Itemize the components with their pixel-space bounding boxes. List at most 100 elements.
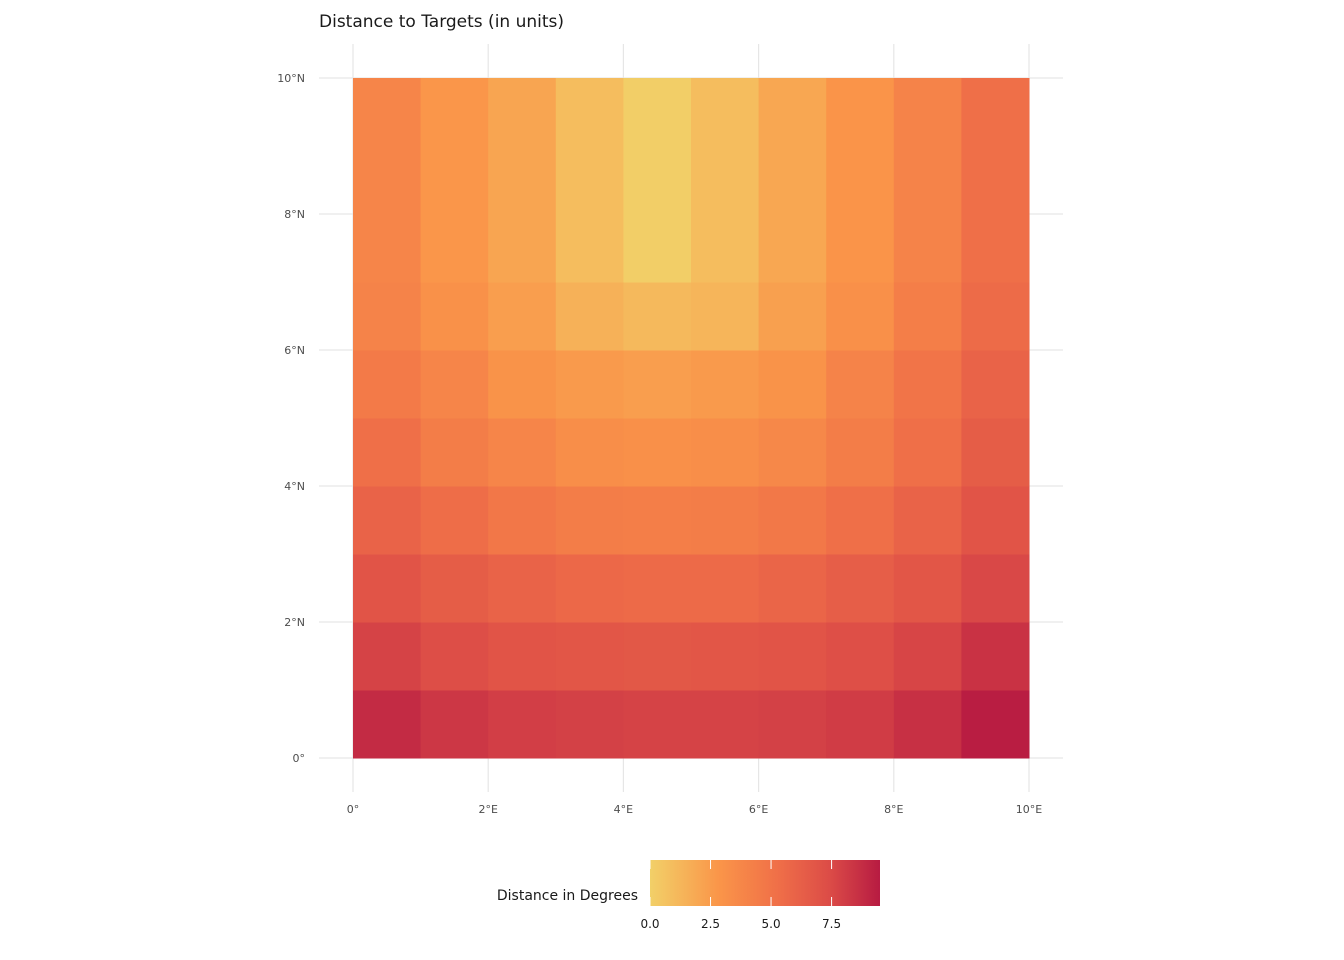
- heatmap-cell-r6-c3: [555, 282, 624, 351]
- heatmap-cell-r6-c1: [420, 282, 489, 351]
- heatmap-cell-r7-c8: [893, 78, 962, 283]
- x-tick-label-0: 0°: [347, 803, 360, 816]
- heatmap-cell-r0-c4: [623, 690, 692, 759]
- color-legend: Distance in Degrees 0.0 2.5 5.0 7.5: [497, 860, 880, 931]
- heatmap-cell-r5-c9: [961, 350, 1030, 419]
- heatmap-cell-r7-c0: [353, 78, 422, 283]
- y-tick-label-5: 10°N: [277, 72, 305, 85]
- heatmap-cell-r4-c9: [961, 418, 1030, 487]
- heatmap-cell-r6-c6: [758, 282, 827, 351]
- heatmap-cell-r1-c2: [488, 622, 557, 691]
- heatmap-cell-r5-c7: [826, 350, 895, 419]
- x-axis-ticks: 0° 2°E 4°E 6°E 8°E 10°E: [347, 803, 1043, 816]
- heatmap-cell-r6-c4: [623, 282, 692, 351]
- heatmap-cell-r7-c3: [555, 78, 624, 283]
- heatmap-cell-r3-c9: [961, 486, 1030, 555]
- heatmap-cell-r6-c2: [488, 282, 557, 351]
- heatmap-cell-r1-c6: [758, 622, 827, 691]
- heatmap-cell-r0-c9: [961, 690, 1030, 759]
- legend-tick-label-1: 2.5: [701, 917, 720, 931]
- heatmap-cell-r0-c6: [758, 690, 827, 759]
- x-tick-label-5: 10°E: [1016, 803, 1042, 816]
- heatmap-cell-r4-c0: [353, 418, 422, 487]
- heatmap-cell-r6-c9: [961, 282, 1030, 351]
- heatmap-cell-r2-c6: [758, 554, 827, 623]
- heatmap-cell-r5-c4: [623, 350, 692, 419]
- heatmap-cell-r1-c1: [420, 622, 489, 691]
- heatmap-cell-r7-c4: [623, 78, 692, 283]
- heatmap-cell-r2-c9: [961, 554, 1030, 623]
- heatmap-cell-r6-c5: [691, 282, 760, 351]
- heatmap-cell-r5-c6: [758, 350, 827, 419]
- y-tick-label-0: 0°: [293, 752, 306, 765]
- heatmap-cell-r0-c2: [488, 690, 557, 759]
- heatmap-cell-r7-c7: [826, 78, 895, 283]
- legend-ticks: 0.0 2.5 5.0 7.5: [640, 860, 841, 931]
- heatmap-cell-r1-c3: [555, 622, 624, 691]
- heatmap-cell-r7-c9: [961, 78, 1030, 283]
- heatmap-cell-r7-c6: [758, 78, 827, 283]
- legend-title: Distance in Degrees: [497, 888, 638, 904]
- heatmap-cell-r0-c7: [826, 690, 895, 759]
- chart-title: Distance to Targets (in units): [319, 12, 564, 32]
- x-tick-label-2: 4°E: [614, 803, 633, 816]
- heatmap-cell-r6-c7: [826, 282, 895, 351]
- heatmap-cell-r1-c4: [623, 622, 692, 691]
- legend-tick-label-0: 0.0: [640, 917, 659, 931]
- heatmap-cell-r0-c5: [691, 690, 760, 759]
- heatmap-cell-r4-c7: [826, 418, 895, 487]
- y-tick-label-3: 6°N: [284, 344, 305, 357]
- heatmap-cell-r1-c7: [826, 622, 895, 691]
- heatmap-cell-r1-c8: [893, 622, 962, 691]
- heatmap-cell-r2-c5: [691, 554, 760, 623]
- heatmap-cell-r3-c8: [893, 486, 962, 555]
- y-axis-ticks: 0° 2°N 4°N 6°N 8°N 10°N: [277, 72, 305, 765]
- heatmap-cell-r7-c1: [420, 78, 489, 283]
- heatmap-cell-r0-c1: [420, 690, 489, 759]
- heatmap-cell-r3-c7: [826, 486, 895, 555]
- legend-tick-label-3: 7.5: [822, 917, 841, 931]
- heatmap-cell-r1-c5: [691, 622, 760, 691]
- heatmap-cell-r6-c0: [353, 282, 422, 351]
- heatmap-cell-r0-c0: [353, 690, 422, 759]
- heatmap-cell-r4-c3: [555, 418, 624, 487]
- heatmap-cell-r2-c7: [826, 554, 895, 623]
- heatmap-cell-r5-c5: [691, 350, 760, 419]
- heatmap-cell-r4-c6: [758, 418, 827, 487]
- heatmap-cell-r2-c1: [420, 554, 489, 623]
- heatmap-cells: [353, 78, 1030, 759]
- heatmap-cell-r2-c3: [555, 554, 624, 623]
- heatmap-cell-r4-c1: [420, 418, 489, 487]
- heatmap-cell-r3-c2: [488, 486, 557, 555]
- heatmap-cell-r2-c4: [623, 554, 692, 623]
- heatmap-cell-r5-c2: [488, 350, 557, 419]
- heatmap-cell-r4-c4: [623, 418, 692, 487]
- heatmap-cell-r0-c3: [555, 690, 624, 759]
- heatmap-cell-r5-c0: [353, 350, 422, 419]
- heatmap-cell-r3-c3: [555, 486, 624, 555]
- heatmap-cell-r4-c2: [488, 418, 557, 487]
- y-tick-label-4: 8°N: [284, 208, 305, 221]
- y-tick-label-2: 4°N: [284, 480, 305, 493]
- x-tick-label-1: 2°E: [478, 803, 497, 816]
- x-tick-label-3: 6°E: [749, 803, 768, 816]
- heatmap-cell-r7-c2: [488, 78, 557, 283]
- heatmap-cell-r3-c4: [623, 486, 692, 555]
- heatmap-cell-r3-c1: [420, 486, 489, 555]
- heatmap-cell-r3-c6: [758, 486, 827, 555]
- heatmap-cell-r5-c8: [893, 350, 962, 419]
- heatmap-cell-r3-c5: [691, 486, 760, 555]
- heatmap-cell-r5-c1: [420, 350, 489, 419]
- heatmap-cell-r2-c0: [353, 554, 422, 623]
- legend-tick-label-2: 5.0: [762, 917, 781, 931]
- y-tick-label-1: 2°N: [284, 616, 305, 629]
- heatmap-cell-r1-c9: [961, 622, 1030, 691]
- heatmap-cell-r4-c5: [691, 418, 760, 487]
- heatmap-cell-r2-c8: [893, 554, 962, 623]
- heatmap-cell-r3-c0: [353, 486, 422, 555]
- x-tick-label-4: 8°E: [884, 803, 903, 816]
- heatmap-cell-r1-c0: [353, 622, 422, 691]
- heatmap-cell-r2-c2: [488, 554, 557, 623]
- legend-colorbar: [650, 860, 880, 906]
